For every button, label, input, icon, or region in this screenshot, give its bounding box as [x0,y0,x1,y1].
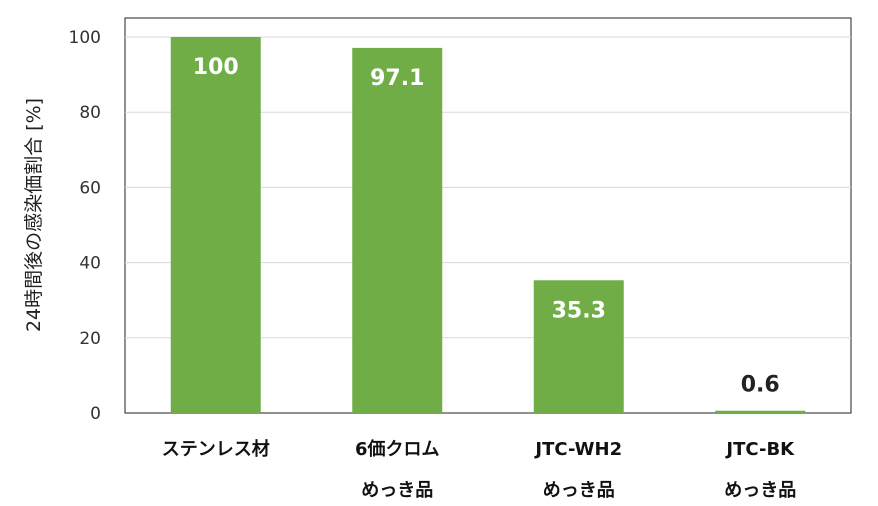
bar [170,37,261,413]
category-label: めっき品 [724,480,796,501]
data-label: 97.1 [370,66,424,91]
y-tick-label: 20 [79,329,101,349]
data-label: 100 [193,55,239,80]
data-label: 0.6 [741,373,780,398]
bar [715,410,806,413]
category-label: JTC-BK [724,439,795,460]
bar [533,280,624,413]
category-label: めっき品 [361,480,433,501]
data-label: 35.3 [552,298,606,323]
y-tick-label: 40 [79,254,101,274]
y-axis-label: 24時間後の感染価割合 [%] [23,98,45,332]
category-label: ステンレス材 [162,438,270,460]
category-label: JTC-WH2 [533,439,622,460]
y-tick-label: 60 [79,178,101,198]
data-labels: 100 97.1 35.3 0.6 [193,55,780,398]
y-tick-label: 80 [79,103,101,123]
category-label: めっき品 [543,480,615,501]
category-label: 6価クロム [355,438,440,460]
y-tick-label: 0 [90,404,101,424]
y-tick-label: 100 [69,28,101,48]
bar [352,47,443,414]
bars [170,37,806,414]
plot-area-border [124,17,852,414]
y-axis-ticks: 0 20 40 60 80 100 [69,28,101,424]
